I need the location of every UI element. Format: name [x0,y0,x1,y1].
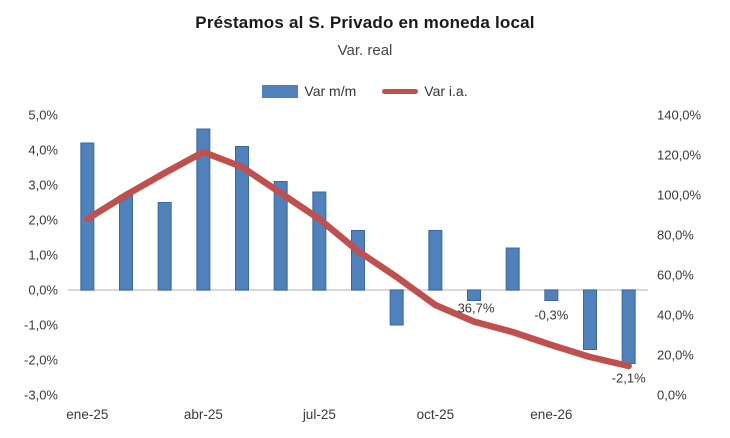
y-axis-left-tick-label: -3,0% [24,388,58,403]
bar-feb-26 [583,289,597,350]
data-label-mar-26: -2,1% [612,371,646,386]
bar-sep-25 [389,289,404,326]
x-axis-tick-label: oct-25 [417,407,455,422]
bar-nov-25 [467,289,481,301]
legend-item-var-mm: Var m/m [262,83,356,99]
bar-dic-25 [505,247,520,291]
bar-jun-25 [273,181,288,291]
bar-swatch-icon [262,84,299,98]
data-label-nov-25: 36,7% [458,301,495,316]
y-axis-right-tick-label: 20,0% [657,348,694,363]
legend-label-var-mm: Var m/m [304,83,357,99]
chart-title: Préstamos al S. Privado en moneda local [195,13,535,32]
x-axis-tick-label: ene-26 [530,407,572,422]
line-var-ia [84,148,632,370]
line-swatch-icon [382,88,419,94]
y-axis-left-tick-label: 1,0% [28,248,58,263]
x-axis-tick-label: jul-25 [302,407,336,422]
y-axis-left-tick-label: 2,0% [28,213,58,228]
y-axis-right-tick-label: 80,0% [657,228,694,243]
bar-ago-25 [351,230,365,291]
y-axis-right-tick-label: 40,0% [657,308,694,323]
y-axis-right-tick-label: 60,0% [657,268,694,283]
y-axis-left-tick-label: 3,0% [28,178,58,193]
bar-mar-25 [157,202,172,291]
y-axis-right-tick-label: 100,0% [657,188,702,203]
y-axis-right-tick-label: 0,0% [657,388,687,403]
y-axis-left-tick-label: -2,0% [24,353,58,368]
y-axis-left-tick-label: 4,0% [28,143,58,158]
legend-item-var-ia: Var i.a. [382,83,468,99]
bar-feb-25 [119,195,133,291]
y-axis-left-tick-label: -1,0% [24,318,58,333]
y-axis-right-tick-label: 140,0% [657,108,702,123]
bar-mar-26 [621,289,636,364]
data-label-ene-26: -0,3% [534,308,568,323]
chart-subtitle: Var. real [337,42,393,59]
x-axis-tick-label: ene-25 [66,407,108,422]
bar-ene-26 [544,289,559,301]
x-axis-tick-label: abr-25 [184,407,223,422]
legend-label-var-ia: Var i.a. [424,83,468,99]
y-axis-right-tick-label: 120,0% [657,148,702,163]
bar-may-25 [235,146,249,291]
bar-oct-25 [428,230,443,291]
chart-legend: Var m/m Var i.a. [0,83,730,99]
y-axis-left-tick-label: 0,0% [28,283,58,298]
y-axis-left-tick-label: 5,0% [28,108,58,123]
bar-jul-25 [312,191,327,291]
bar-abr-25 [196,128,211,291]
